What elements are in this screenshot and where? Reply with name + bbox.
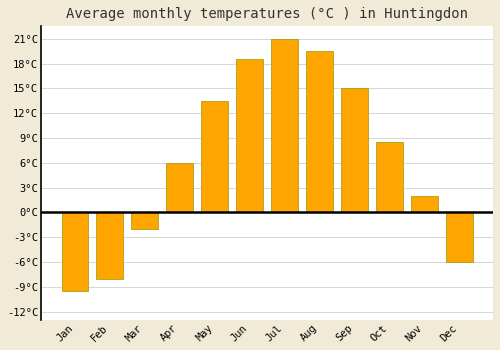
Bar xyxy=(306,51,332,212)
Bar xyxy=(132,212,158,229)
Bar xyxy=(202,101,228,212)
Bar xyxy=(342,88,367,212)
Bar xyxy=(412,196,438,212)
Title: Average monthly temperatures (°C ) in Huntingdon: Average monthly temperatures (°C ) in Hu… xyxy=(66,7,468,21)
Bar xyxy=(166,163,192,212)
Bar xyxy=(272,39,297,212)
Bar xyxy=(446,212,472,262)
Bar xyxy=(62,212,88,291)
Bar xyxy=(96,212,122,279)
Bar xyxy=(376,142,402,212)
Bar xyxy=(236,60,262,212)
